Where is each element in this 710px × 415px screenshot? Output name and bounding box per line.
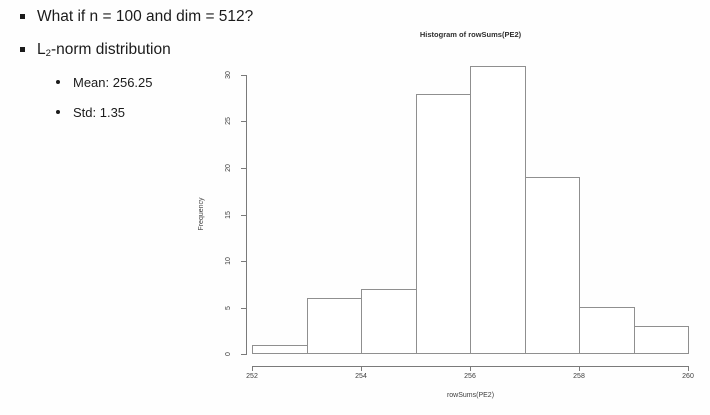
l2-base: L — [37, 41, 46, 58]
x-axis-tick — [252, 367, 253, 371]
sub-bullet-std: Std: 1.35 — [56, 105, 125, 120]
y-axis-tick — [241, 168, 246, 169]
x-tick-label: 258 — [573, 373, 585, 380]
x-axis-tick — [470, 367, 471, 371]
square-bullet-icon — [20, 47, 25, 52]
bullet-text: L2-norm distribution — [37, 41, 171, 59]
y-tick-label: 30 — [224, 71, 232, 79]
histogram-bar — [470, 66, 526, 354]
dot-bullet-icon — [56, 110, 60, 114]
bullet-text: What if n = 100 and dim = 512? — [37, 8, 254, 25]
histogram-bar — [525, 177, 580, 354]
y-tick-label: 5 — [224, 306, 232, 310]
y-tick-label: 15 — [224, 211, 232, 219]
x-axis-label: rowSums(PE2) — [446, 392, 495, 399]
y-axis-tick — [241, 121, 246, 122]
y-tick-label: 25 — [224, 117, 232, 125]
sub-bullet-text: Mean: 256.25 — [73, 75, 153, 90]
dot-bullet-icon — [56, 80, 60, 84]
y-axis-line — [246, 75, 247, 355]
y-axis-label: Frequency — [197, 197, 205, 231]
histogram-bar — [634, 326, 689, 354]
y-tick-label: 0 — [224, 352, 232, 356]
histogram-bar — [579, 307, 635, 354]
x-axis-tick — [361, 367, 362, 371]
sub-bullet-mean: Mean: 256.25 — [56, 75, 153, 90]
y-axis-tick — [241, 215, 246, 216]
x-tick-label: 254 — [355, 373, 367, 380]
x-tick-label: 260 — [682, 373, 694, 380]
histogram-bar — [252, 345, 308, 354]
bullet-item-l2-norm: L2-norm distribution — [20, 41, 171, 59]
l2-rest: -norm distribution — [50, 41, 171, 58]
x-tick-label: 252 — [246, 373, 258, 380]
y-axis-tick — [241, 308, 246, 309]
y-axis-tick — [241, 75, 246, 76]
histogram-bar — [307, 298, 362, 354]
y-tick-label: 10 — [224, 257, 232, 265]
x-axis-line — [252, 366, 689, 367]
x-axis-tick — [579, 367, 580, 371]
bullet-item-what-if: What if n = 100 and dim = 512? — [20, 8, 253, 26]
x-axis-tick — [688, 367, 689, 371]
histogram-bar — [361, 289, 417, 354]
y-axis-tick — [241, 354, 246, 355]
x-tick-label: 256 — [464, 373, 476, 380]
l2-subscript: 2 — [45, 48, 51, 60]
y-axis-tick — [241, 261, 246, 262]
histogram-bar — [416, 94, 471, 354]
chart-title: Histogram of rowSums(PE2) — [419, 30, 522, 39]
y-tick-label: 20 — [224, 164, 232, 172]
square-bullet-icon — [20, 14, 25, 19]
sub-bullet-text: Std: 1.35 — [73, 105, 126, 120]
